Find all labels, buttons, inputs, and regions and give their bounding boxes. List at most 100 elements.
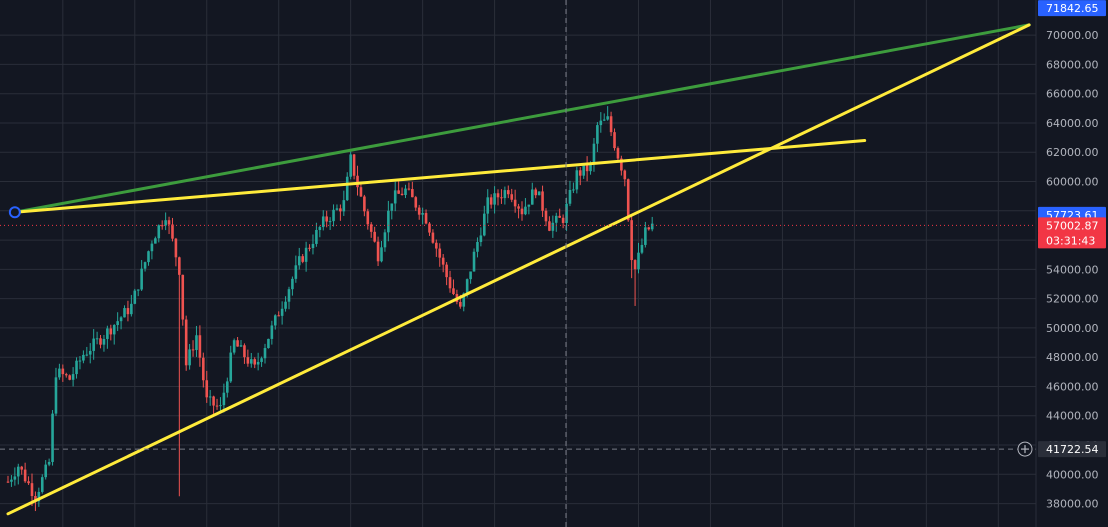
candle-body <box>332 209 335 222</box>
candle-body <box>6 481 10 483</box>
candle-body <box>256 361 260 365</box>
candle-body <box>239 345 243 347</box>
trendline-yellow-support[interactable] <box>6 23 1031 516</box>
candle-body <box>318 227 322 230</box>
candle-body <box>54 377 58 414</box>
candle-body <box>236 340 239 347</box>
candle-body <box>277 315 281 317</box>
candle-body <box>20 466 24 470</box>
candle-body <box>263 348 267 359</box>
candle-body <box>383 232 387 248</box>
candle-body <box>578 170 582 176</box>
candle-body <box>315 229 318 244</box>
candle-body <box>551 222 555 231</box>
y-tick-label: 70000.00 <box>1046 29 1099 42</box>
trendline-green-upper[interactable] <box>13 23 1031 214</box>
y-tick-label: 48000.00 <box>1046 351 1099 364</box>
candle-body <box>308 247 311 249</box>
trendline-yellow-resistance[interactable] <box>13 139 867 214</box>
candle-body <box>359 187 363 197</box>
candle-body <box>171 224 174 239</box>
overlays <box>0 0 1036 527</box>
candle-body <box>472 251 476 272</box>
candle-body <box>582 164 585 176</box>
candle-body <box>205 380 209 398</box>
y-tick-label: 54000.00 <box>1046 263 1099 276</box>
candle-body <box>592 143 596 164</box>
candle-body <box>119 317 123 322</box>
candle-body <box>486 197 490 214</box>
candle-body <box>335 208 339 210</box>
candle-body <box>130 303 133 315</box>
candle-body <box>575 170 579 190</box>
candle-body <box>75 360 78 375</box>
trendline-anchor-handle[interactable] <box>8 206 21 219</box>
candle-body <box>325 216 328 222</box>
candle-body <box>215 405 219 407</box>
candle-body <box>469 271 472 280</box>
candle-body <box>92 338 95 351</box>
candle-body <box>424 213 428 224</box>
candle-body <box>116 321 119 326</box>
candle-body <box>304 247 308 262</box>
candle-body <box>44 464 47 478</box>
candle-body <box>352 154 356 176</box>
candle-body <box>496 193 500 198</box>
candle-body <box>160 225 164 227</box>
y-tick-label: 50000.00 <box>1046 322 1099 335</box>
candle-body <box>126 308 130 315</box>
price-tag-label: 41722.54 <box>1046 443 1099 456</box>
y-tick-label: 44000.00 <box>1046 410 1099 423</box>
candle-body <box>58 368 61 378</box>
candle-body <box>147 251 150 263</box>
y-tick-label: 52000.00 <box>1046 293 1099 306</box>
candle-body <box>393 190 397 204</box>
grid <box>0 0 1036 527</box>
candle-body <box>181 274 185 320</box>
candle-body <box>637 252 640 270</box>
candle-body <box>195 335 198 350</box>
candle-body <box>345 176 349 201</box>
candle-body <box>503 190 507 199</box>
candle-body <box>188 349 191 366</box>
candle-body <box>640 244 644 253</box>
candle-body <box>47 461 51 465</box>
price-axis[interactable] <box>1036 0 1108 527</box>
candle-body <box>400 193 404 196</box>
candle-body <box>479 235 483 242</box>
candle-body <box>95 338 99 340</box>
candle-body <box>369 224 373 232</box>
candle-body <box>558 215 561 218</box>
candle-body <box>500 197 503 199</box>
candle-body <box>311 243 315 249</box>
candle-body <box>527 204 531 207</box>
candle-body <box>284 301 287 309</box>
price-tag-bg <box>1038 0 1106 17</box>
candle-body <box>328 221 332 223</box>
candle-body <box>71 374 75 380</box>
candle-body <box>202 357 205 381</box>
candle-body <box>140 268 143 290</box>
candle-body <box>16 466 20 477</box>
candle-body <box>112 325 116 335</box>
candle-body <box>465 279 469 294</box>
candle-body <box>301 256 304 262</box>
candle-body <box>513 199 517 207</box>
candle-body <box>445 264 448 278</box>
candle-body <box>243 345 246 358</box>
candle-body <box>414 197 418 208</box>
candle-body <box>435 242 438 249</box>
candle-body <box>534 189 538 196</box>
trendlines[interactable] <box>6 23 1031 516</box>
y-tick-label: 66000.00 <box>1046 88 1099 101</box>
y-tick-label: 68000.00 <box>1046 58 1099 71</box>
price-tag-bg <box>1038 217 1106 234</box>
candle-body <box>459 301 462 307</box>
candle-body <box>407 188 411 190</box>
candle-body <box>246 357 250 364</box>
candle-body <box>438 248 442 258</box>
candle-body <box>40 477 44 492</box>
